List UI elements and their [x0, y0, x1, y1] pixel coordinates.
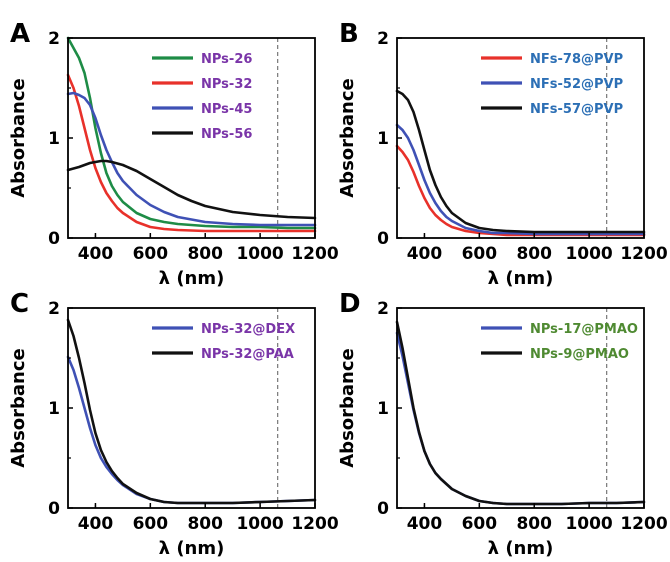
panel-a-letter: A: [10, 19, 30, 49]
panel-b-x-tick-label: 600: [462, 244, 498, 264]
panel-a-x-tick-label: 1000: [236, 244, 283, 264]
panel-a-x-tick-label: 800: [187, 244, 223, 264]
panel-c-x-tick-label: 400: [78, 514, 114, 534]
panel-c-legend-label-2: NPs-32@PAA: [201, 347, 294, 362]
panel-b-series-line-3: [395, 89, 646, 234]
panel-b-x-tick-label: 800: [516, 244, 552, 264]
panel-a-x-tick-label: 600: [133, 244, 169, 264]
panel-d-x-tick-label: 1000: [565, 514, 612, 534]
panel-b-letter: B: [339, 19, 359, 49]
panel-a-x-tick-label: 400: [78, 244, 114, 264]
panel-d-y-axis-label: Absorbance: [337, 348, 358, 468]
panel-b-y-tick-label: 0: [377, 229, 389, 249]
panel-a-legend-label-2: NPs-32: [201, 77, 252, 92]
panel-d-x-tick-label: 400: [407, 514, 443, 534]
panel-a-y-tick-label: 2: [48, 29, 60, 49]
panel-a: A 400 600 800 1000 1200 0 1 2 λ (nm) Absorbance NPs…: [8, 19, 339, 289]
panel-d-legend-label-2: NPs-9@PMAO: [530, 347, 629, 362]
panel-d-series-line-2: [395, 320, 646, 506]
panel-b-x-tick-label: 1000: [565, 244, 612, 264]
panel-a-x-axis-label: λ (nm): [159, 268, 225, 289]
panel-c-legend-label-1: NPs-32@DEX: [201, 322, 295, 337]
panel-b-legend-label-2: NFs-52@PVP: [530, 77, 623, 92]
panel-b-legend-label-3: NFs-57@PVP: [530, 102, 623, 117]
panel-c-y-axis-label: Absorbance: [8, 348, 29, 468]
panel-d-x-tick-label: 1200: [620, 514, 667, 534]
panel-d-x-axis-label: λ (nm): [488, 538, 554, 559]
panel-a-series-line-2: [66, 73, 317, 233]
panel-b-series-line-2: [395, 123, 646, 236]
panel-c-y-tick-label: 0: [48, 499, 60, 519]
panel-b-x-axis-label: λ (nm): [488, 268, 554, 289]
panel-c-x-tick-label: 1200: [291, 514, 338, 534]
panel-d-x-tick-label: 600: [462, 514, 498, 534]
panel-a-y-tick-label: 0: [48, 229, 60, 249]
panel-b-x-tick-label: 1200: [620, 244, 667, 264]
panel-c-x-tick-label: 1000: [236, 514, 283, 534]
panel-b-legend-label-1: NFs-78@PVP: [530, 52, 623, 67]
panel-b-y-tick-label: 2: [377, 29, 389, 49]
panel-d: D 400 600 800 1000 1200 0 1 2 λ (nm) Absorbance NPs…: [337, 289, 668, 559]
panel-c-y-tick-label: 2: [48, 299, 60, 319]
panel-c-x-axis-label: λ (nm): [159, 538, 225, 559]
panel-d-x-tick-label: 800: [516, 514, 552, 534]
panel-c: C 400 600 800 1000 1200 0 1 2 λ (nm) Absorbance NPs…: [8, 289, 339, 559]
panel-d-letter: D: [339, 289, 361, 319]
panel-b: B 400 600 800 1000 1200 0 1 2 λ (nm) Absorbance NFs…: [337, 19, 668, 289]
panel-d-y-tick-label: 0: [377, 499, 389, 519]
panel-d-y-tick-label: 2: [377, 299, 389, 319]
panel-a-series-line-3: [66, 91, 317, 227]
panel-a-series-line-1: [66, 36, 317, 230]
panel-c-series-line-2: [66, 318, 317, 505]
panel-b-y-tick-label: 1: [377, 129, 389, 149]
panel-c-x-tick-label: 600: [133, 514, 169, 534]
panel-a-legend-label-3: NPs-45: [201, 102, 252, 117]
panel-a-series-line-4: [66, 159, 317, 220]
panel-a-x-tick-label: 1200: [291, 244, 338, 264]
panel-a-y-axis-label: Absorbance: [8, 78, 29, 198]
panel-d-y-tick-label: 1: [377, 399, 389, 419]
panel-a-y-tick-label: 1: [48, 129, 60, 149]
panel-c-letter: C: [10, 289, 29, 319]
panel-a-legend-label-4: NPs-56: [201, 127, 252, 142]
panel-b-y-axis-label: Absorbance: [337, 78, 358, 198]
panel-c-x-tick-label: 800: [187, 514, 223, 534]
panel-d-legend-label-1: NPs-17@PMAO: [530, 322, 638, 337]
panel-a-legend-label-1: NPs-26: [201, 52, 252, 67]
panel-b-x-tick-label: 400: [407, 244, 443, 264]
panel-c-y-tick-label: 1: [48, 399, 60, 419]
